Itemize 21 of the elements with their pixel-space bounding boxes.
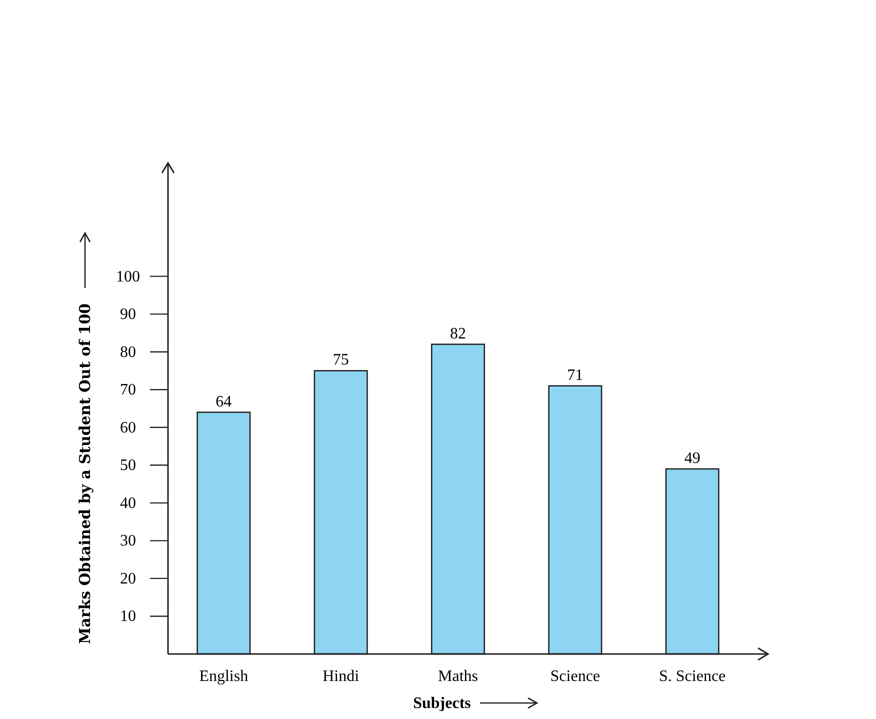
y-tick-label: 60: [120, 419, 136, 436]
x-tick-label: Maths: [438, 668, 478, 685]
y-tick-label: 70: [120, 382, 136, 399]
x-tick-label: Hindi: [322, 668, 360, 685]
data-label: 75: [332, 352, 349, 369]
data-label: 71: [567, 366, 584, 384]
y-tick-label: 80: [120, 344, 136, 361]
data-label: 49: [684, 450, 700, 467]
y-tick-label: 50: [120, 457, 136, 474]
x-tick-label: S. Science: [659, 668, 726, 685]
y-tick-label: 30: [120, 532, 136, 550]
y-axis-title: Marks Obtained by a Student Out of 100: [76, 303, 94, 644]
data-label: 64: [216, 393, 232, 410]
y-tick-label: 20: [120, 570, 136, 588]
y-tick-label: 40: [120, 494, 136, 512]
y-tick-label: 90: [120, 306, 136, 324]
y-tick-label: 10: [120, 608, 136, 626]
x-tick-label: English: [199, 668, 248, 685]
y-tick-label: 100: [116, 268, 140, 286]
x-tick-label: Science: [550, 668, 600, 685]
data-label: 82: [450, 325, 466, 342]
